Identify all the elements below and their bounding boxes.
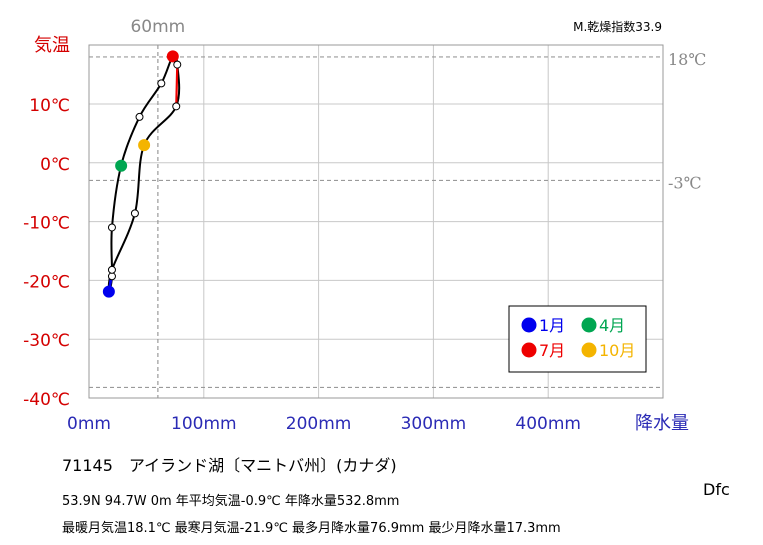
legend-label: 10月	[599, 341, 635, 360]
legend-marker	[581, 342, 597, 358]
y-tick-label: -30℃	[23, 331, 70, 351]
x-axis-label: 降水量	[635, 413, 689, 434]
y-axis-label: 気温	[34, 35, 70, 56]
temp-high-ref-label: 18℃	[668, 50, 706, 69]
temp-low-ref-label: -3℃	[668, 173, 701, 192]
y-tick-label: -10℃	[23, 214, 70, 234]
month-point-2	[107, 272, 116, 281]
y-tick-label: -40℃	[23, 390, 70, 410]
y-tick-label: 10℃	[29, 96, 70, 116]
grid-lines	[89, 45, 663, 398]
koppen-class: Dfc	[703, 480, 730, 499]
legend-marker	[521, 342, 537, 358]
legend-box	[508, 305, 647, 373]
reference-lines: 60mm 18℃ -3℃	[89, 17, 706, 398]
month-point-1	[102, 285, 115, 298]
month-point-3	[107, 223, 116, 232]
july-august-segment	[175, 64, 179, 107]
y-tick-label: 0℃	[40, 155, 70, 175]
month-point-8	[173, 60, 182, 69]
month-point-6	[157, 79, 166, 88]
legend: 1月 4月 7月 10月	[508, 305, 647, 373]
legend-label: 7月	[539, 341, 565, 360]
x-tick-label: 200mm	[286, 414, 352, 434]
legend-marker	[581, 317, 597, 333]
x-tick-label: 0mm	[67, 414, 111, 434]
station-info-line1: 53.9N 94.7W 0m 年平均気温-0.9℃ 年降水量532.8mm	[62, 494, 400, 509]
month-point-9	[172, 102, 181, 111]
month-point-11	[130, 209, 139, 218]
climate-series	[102, 50, 182, 298]
legend-label: 4月	[599, 316, 625, 335]
station-title: 71145 アイランド湖〔マニトバ州〕(カナダ)	[62, 456, 397, 475]
x-tick-label: 100mm	[171, 414, 237, 434]
month-point-12	[107, 265, 116, 274]
month-point-7	[166, 50, 179, 63]
aridity-index: M.乾燥指数33.9	[573, 19, 662, 34]
station-info-line2: 最暖月気温18.1℃ 最寒月気温-21.9℃ 最多月降水量76.9mm 最少月降…	[62, 521, 561, 536]
tick-labels: 0mm 100mm 200mm 300mm 400mm -40℃ -30℃ -20℃ -10℃ 0…	[23, 96, 581, 434]
x-tick-label: 300mm	[401, 414, 467, 434]
plot-frame	[88, 44, 664, 399]
month-point-10	[138, 139, 151, 152]
precip-ref-label: 60mm	[130, 17, 185, 37]
legend-label: 1月	[539, 316, 565, 335]
month-point-5	[135, 112, 144, 121]
legend-marker	[521, 317, 537, 333]
climate-loop-line	[107, 54, 181, 293]
month-point-4	[115, 159, 128, 172]
x-tick-label: 400mm	[515, 414, 581, 434]
y-tick-label: -20℃	[23, 272, 70, 292]
